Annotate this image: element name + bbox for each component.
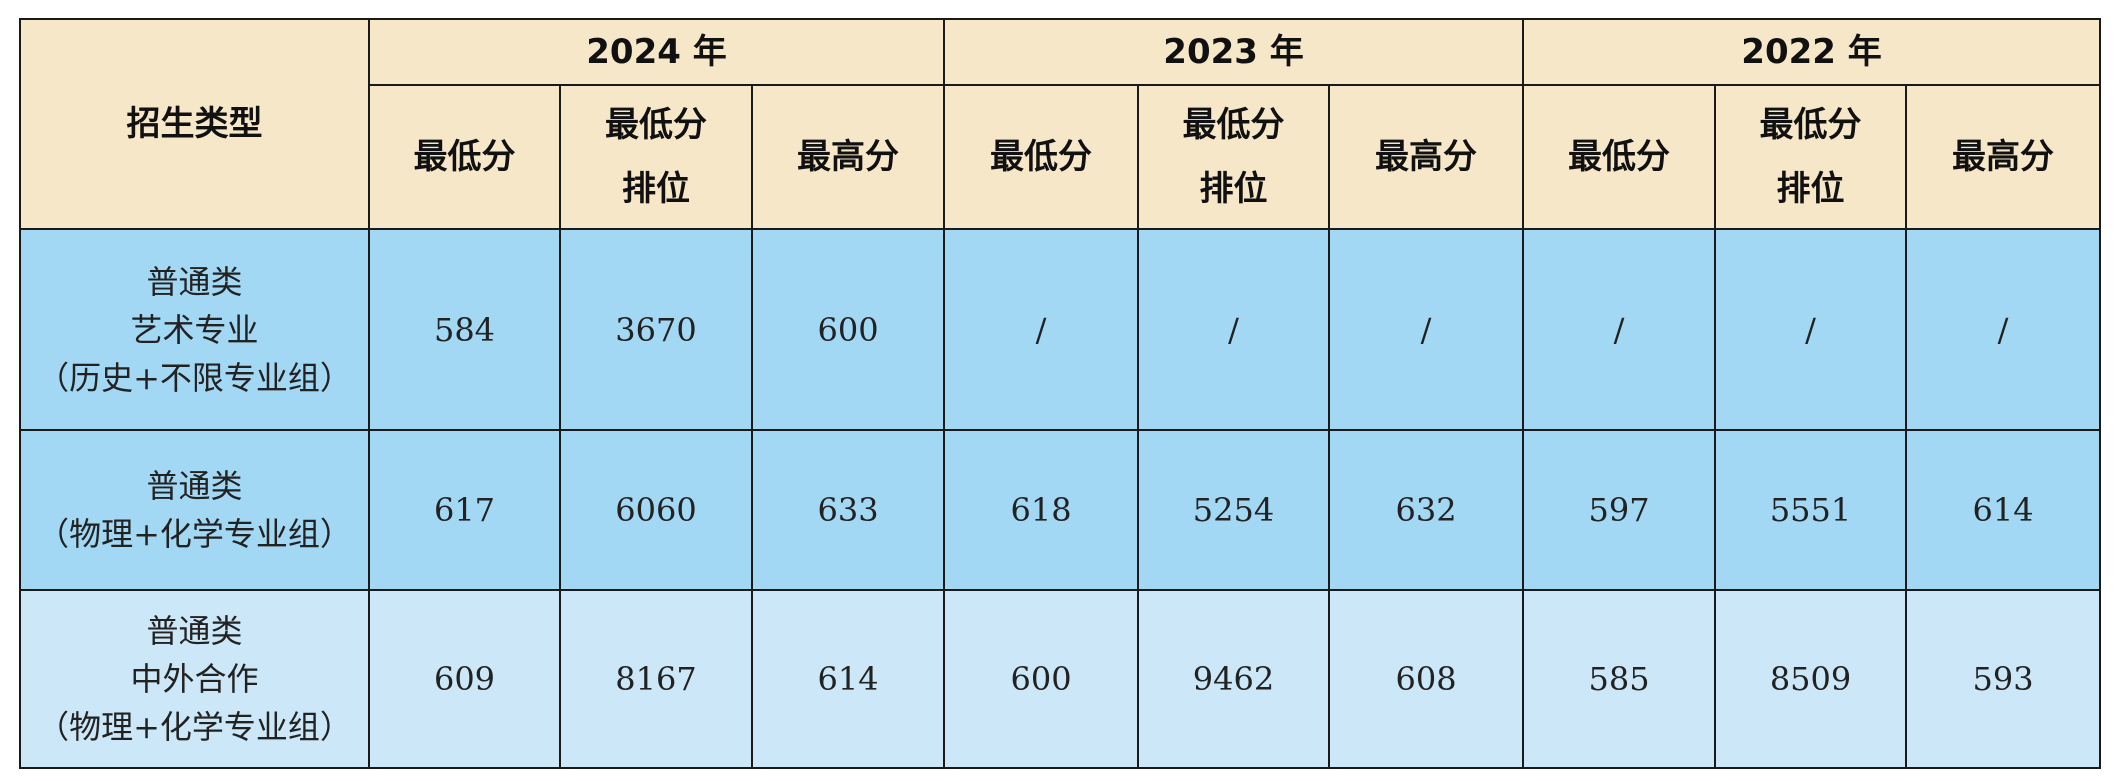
- type-cell: 普通类 （物理+化学专业组）: [19, 429, 370, 591]
- value-cell: 633: [750, 429, 946, 591]
- value-cell: /: [1328, 228, 1525, 431]
- type-line: 普通类: [146, 467, 243, 505]
- value-cell: 5551: [1714, 429, 1908, 591]
- value-cell: 585: [1522, 589, 1717, 769]
- column-header-line: 排位: [1199, 169, 1268, 209]
- column-header-line: 排位: [1776, 169, 1845, 209]
- column-header-line: 最低分: [990, 137, 1093, 177]
- column-header: 最低分 排位: [559, 84, 753, 230]
- data-row: 普通类 （物理+化学专业组） 617 6060 633 618 5254 632 597 5551…: [19, 429, 2102, 591]
- type-line: 中外合作: [130, 660, 259, 698]
- value-cell: 608: [1328, 589, 1525, 769]
- column-header: 最低分: [943, 84, 1140, 230]
- type-line: 艺术专业: [130, 310, 259, 349]
- value-cell: /: [1905, 228, 2102, 431]
- value-cell: 3670: [559, 228, 753, 431]
- type-line: （物理+化学专业组）: [37, 708, 352, 746]
- column-header-line: 最低分: [413, 137, 516, 177]
- column-header-line: 最低分: [1182, 105, 1285, 145]
- value-cell: 5254: [1137, 429, 1331, 591]
- column-header: 最低分 排位: [1714, 84, 1908, 230]
- type-line: 普通类: [146, 612, 243, 650]
- table-body: 招生类型 2024 年 2023 年 2022 年最低分 最低分 排位 最高分 最低分 最低分排…: [19, 18, 2102, 769]
- column-header: 最低分: [1522, 84, 1717, 230]
- data-row: 普通类中外合作 （物理+化学专业组） 609 8167 614 600 9462 608 585…: [19, 589, 2102, 769]
- data-row: 普通类 艺术专业 （历史+不限专业组） 584 3670 600// / / / /: [19, 228, 2102, 431]
- value-cell: 617: [368, 429, 561, 591]
- year-header: 2022 年: [1522, 18, 2102, 86]
- value-cell: /: [1137, 228, 1331, 431]
- value-cell: 600: [943, 589, 1140, 769]
- column-header-line: 最低分: [1759, 105, 1862, 145]
- column-header: 最低分 排位: [1137, 84, 1331, 230]
- value-cell: 593: [1905, 589, 2102, 769]
- value-cell: 614: [1905, 429, 2102, 591]
- column-header: 最高分: [750, 84, 946, 230]
- value-cell: /: [1522, 228, 1717, 431]
- value-cell: 9462: [1137, 589, 1331, 769]
- type-line: （物理+化学专业组）: [37, 515, 352, 553]
- value-cell: /: [943, 228, 1140, 431]
- value-cell: 8509: [1714, 589, 1908, 769]
- header-row: 招生类型 2024 年 2023 年 2022 年: [19, 18, 2102, 230]
- year-header: 2024 年: [367, 18, 946, 86]
- column-header-line: 排位: [622, 169, 690, 209]
- value-cell: 600: [750, 228, 946, 431]
- type-cell: 普通类艺术专业 （历史+不限专业组）: [19, 228, 370, 431]
- score-table: 招生类型 2024 年 2023 年 2022 年最低分 最低分 排位 最高分 最低分 最低分排…: [19, 18, 2102, 769]
- type-line: 普通类: [146, 262, 243, 301]
- value-cell: 614: [750, 589, 946, 769]
- subheader-row: 最低分 最低分 排位 最高分 最低分 最低分 排位 最高分 最低分 最低分 排位 最高分: [20, 84, 2102, 230]
- value-cell: 8167: [559, 589, 753, 769]
- column-header-line: 最高分: [1952, 137, 2055, 177]
- value-cell: 584: [368, 228, 561, 431]
- column-header: 最低分: [368, 84, 561, 230]
- table-container: 招生类型 2024 年 2023 年 2022 年最低分 最低分 排位 最高分 最低分 最低分排…: [19, 18, 2102, 769]
- value-cell: 618: [943, 429, 1140, 591]
- column-header-line: 最高分: [1375, 137, 1478, 177]
- column-header: 最高分: [1328, 84, 1525, 230]
- value-cell: 597: [1522, 429, 1717, 591]
- column-header-line: 最低分: [605, 105, 707, 145]
- column-header-line: 最高分: [797, 137, 899, 177]
- type-line: （历史+不限专业组）: [37, 358, 352, 397]
- category-header: 招生类型: [19, 18, 370, 230]
- value-cell: 6060: [559, 429, 753, 591]
- year-header: 2023 年: [943, 18, 1525, 86]
- value-cell: 632: [1328, 429, 1525, 591]
- column-header-line: 最低分: [1568, 137, 1671, 177]
- column-header: 最高分: [1905, 84, 2102, 230]
- value-cell: 609: [368, 589, 561, 769]
- value-cell: /: [1714, 228, 1908, 431]
- type-cell: 普通类中外合作 （物理+化学专业组）: [19, 589, 370, 769]
